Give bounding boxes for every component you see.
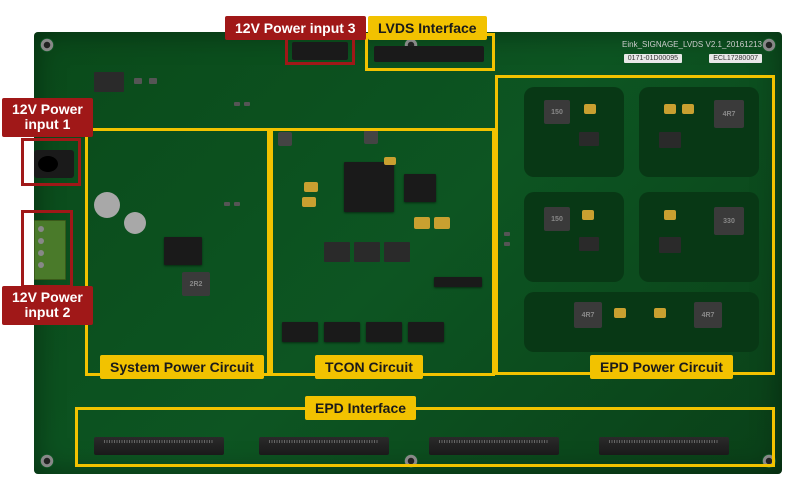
inductor-tr: 4R7 [714, 100, 744, 128]
board-title-silkscreen: Eink_SIGNAGE_LVDS V2.1_20161213 [622, 40, 762, 49]
lvds-interface-label: LVDS Interface [368, 16, 487, 40]
serial-label-2: ECL17280007 [709, 54, 762, 63]
system-power-label: System Power Circuit [100, 355, 264, 379]
pcb-diagram: Eink_SIGNAGE_LVDS V2.1_20161213 0171-01D… [0, 0, 800, 503]
power-input-3-label: 12V Power input 3 [225, 16, 366, 40]
power-input-2-label: 12V Power input 2 [2, 286, 93, 325]
inductor-ml: 150 [544, 207, 570, 231]
inductor-bl: 4R7 [574, 302, 602, 328]
inductor-tl: 150 [544, 100, 570, 124]
tcon-label: TCON Circuit [315, 355, 423, 379]
power-input-1-label: 12V Power input 1 [2, 98, 93, 137]
inductor-mr: 330 [714, 207, 744, 235]
epd-power-label: EPD Power Circuit [590, 355, 733, 379]
epd-interface-label: EPD Interface [305, 396, 416, 420]
serial-label-1: 0171-01D00095 [624, 54, 682, 63]
inductor-2r2: 2R2 [182, 272, 210, 296]
inductor-br: 4R7 [694, 302, 722, 328]
